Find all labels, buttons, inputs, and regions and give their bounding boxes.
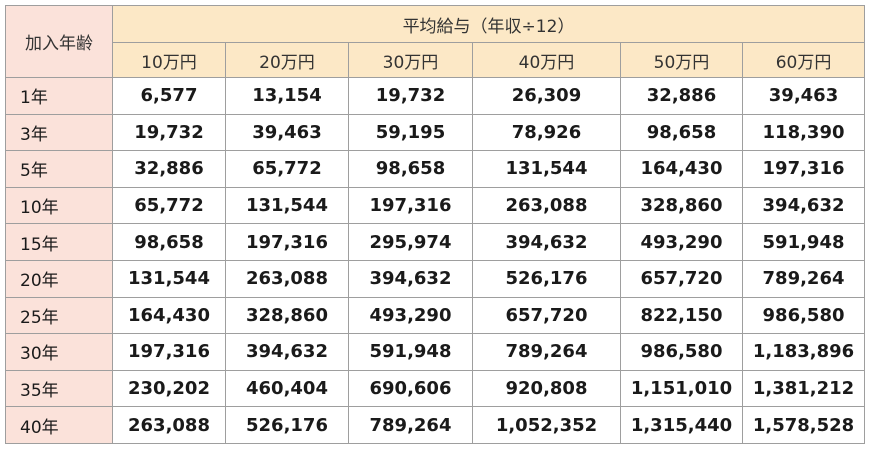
- value-cell: 131,544: [225, 186, 349, 225]
- value-cell: 230,202: [112, 369, 226, 408]
- value-cell: 328,860: [225, 296, 349, 335]
- value-cell: 197,316: [225, 223, 349, 261]
- value-cell: 197,316: [112, 333, 226, 371]
- value-cell: 657,720: [472, 296, 621, 335]
- value-cell: 1,052,352: [472, 406, 621, 444]
- value-cell: 98,658: [620, 113, 743, 152]
- value-cell: 591,948: [741, 223, 866, 261]
- value-cell: 13,154: [225, 77, 349, 115]
- value-cell: 263,088: [225, 259, 349, 298]
- corner-header: 加入年齢: [5, 5, 113, 78]
- row-label: 40年: [5, 406, 113, 444]
- value-cell: 1,183,896: [741, 333, 866, 371]
- value-cell: 493,290: [620, 223, 743, 261]
- value-cell: 657,720: [620, 259, 743, 298]
- value-cell: 526,176: [472, 259, 621, 298]
- data-row: 15年 98,658 197,316 295,974 394,632 493,290 591…: [5, 223, 866, 261]
- value-cell: 789,264: [741, 259, 866, 298]
- value-cell: 1,578,528: [741, 406, 866, 444]
- value-cell: 690,606: [348, 369, 473, 408]
- value-cell: 197,316: [741, 150, 866, 188]
- value-cell: 65,772: [112, 186, 226, 225]
- row-label: 20年: [5, 259, 113, 298]
- data-row: 5年 32,886 65,772 98,658 131,544 164,430 197,31…: [5, 150, 866, 188]
- value-cell: 131,544: [472, 150, 621, 188]
- value-cell: 394,632: [472, 223, 621, 261]
- value-cell: 118,390: [741, 113, 866, 152]
- value-cell: 19,732: [112, 113, 226, 152]
- row-label: 15年: [5, 223, 113, 261]
- column-header: 10万円: [112, 42, 226, 78]
- value-cell: 394,632: [348, 259, 473, 298]
- value-cell: 26,309: [472, 77, 621, 115]
- value-cell: 131,544: [112, 259, 226, 298]
- value-cell: 1,381,212: [741, 369, 866, 408]
- group-header: 平均給与（年収÷12）: [111, 5, 866, 43]
- value-cell: 164,430: [620, 150, 743, 188]
- value-cell: 526,176: [225, 406, 349, 444]
- value-cell: 789,264: [472, 333, 621, 371]
- value-cell: 789,264: [348, 406, 473, 444]
- data-row: 35年 230,202 460,404 690,606 920,808 1,151,010…: [5, 369, 866, 408]
- value-cell: 394,632: [741, 186, 866, 225]
- column-header: 50万円: [620, 42, 743, 78]
- row-label: 10年: [5, 186, 113, 225]
- column-header-row: 10万円 20万円 30万円 40万円 50万円 60万円: [6, 42, 866, 78]
- data-row: 1年 6,577 13,154 19,732 26,309 32,886 39,463: [5, 77, 866, 115]
- data-row: 20年 131,544 263,088 394,632 526,176 657,720 78…: [5, 259, 866, 298]
- data-row: 30年 197,316 394,632 591,948 789,264 986,580 1,…: [5, 333, 866, 371]
- value-cell: 78,926: [472, 113, 621, 152]
- value-cell: 920,808: [472, 369, 621, 408]
- value-cell: 493,290: [348, 296, 473, 335]
- row-label: 3年: [5, 113, 113, 152]
- value-cell: 98,658: [112, 223, 226, 261]
- value-cell: 6,577: [112, 77, 226, 115]
- value-cell: 164,430: [112, 296, 226, 335]
- value-cell: 197,316: [348, 186, 473, 225]
- salary-table: 加入年齢 平均給与（年収÷12） 10万円 20万円 30万円 40万円 50万円 60万…: [5, 5, 866, 444]
- value-cell: 59,195: [348, 113, 473, 152]
- value-cell: 394,632: [225, 333, 349, 371]
- header-row: 加入年齢 平均給与（年収÷12）: [5, 5, 866, 78]
- value-cell: 591,948: [348, 333, 473, 371]
- value-cell: 328,860: [620, 186, 743, 225]
- value-cell: 263,088: [112, 406, 226, 444]
- column-header: 60万円: [741, 42, 866, 78]
- value-cell: 295,974: [348, 223, 473, 261]
- value-cell: 986,580: [741, 296, 866, 335]
- value-cell: 39,463: [741, 77, 866, 115]
- value-cell: 263,088: [472, 186, 621, 225]
- value-cell: 19,732: [348, 77, 473, 115]
- value-cell: 32,886: [620, 77, 743, 115]
- row-label: 1年: [5, 77, 113, 115]
- column-header: 30万円: [348, 42, 473, 78]
- value-cell: 98,658: [348, 150, 473, 188]
- value-cell: 39,463: [225, 113, 349, 152]
- value-cell: 986,580: [620, 333, 743, 371]
- data-row: 40年 263,088 526,176 789,264 1,052,352 1,315,4…: [5, 406, 866, 444]
- value-cell: 460,404: [225, 369, 349, 408]
- row-label: 35年: [5, 369, 113, 408]
- column-header: 40万円: [472, 42, 621, 78]
- table-body: 1年 6,577 13,154 19,732 26,309 32,886 39,463 3年 1…: [5, 77, 866, 444]
- value-cell: 1,151,010: [620, 369, 743, 408]
- data-row: 25年 164,430 328,860 493,290 657,720 822,150 98…: [5, 296, 866, 335]
- value-cell: 65,772: [225, 150, 349, 188]
- row-label: 25年: [5, 296, 113, 335]
- row-label: 5年: [5, 150, 113, 188]
- value-cell: 1,315,440: [620, 406, 743, 444]
- data-row: 10年 65,772 131,544 197,316 263,088 328,860 394…: [5, 186, 866, 225]
- column-header: 20万円: [225, 42, 349, 78]
- data-row: 3年 19,732 39,463 59,195 78,926 98,658 118,390: [5, 113, 866, 152]
- value-cell: 822,150: [620, 296, 743, 335]
- row-label: 30年: [5, 333, 113, 371]
- value-cell: 32,886: [112, 150, 226, 188]
